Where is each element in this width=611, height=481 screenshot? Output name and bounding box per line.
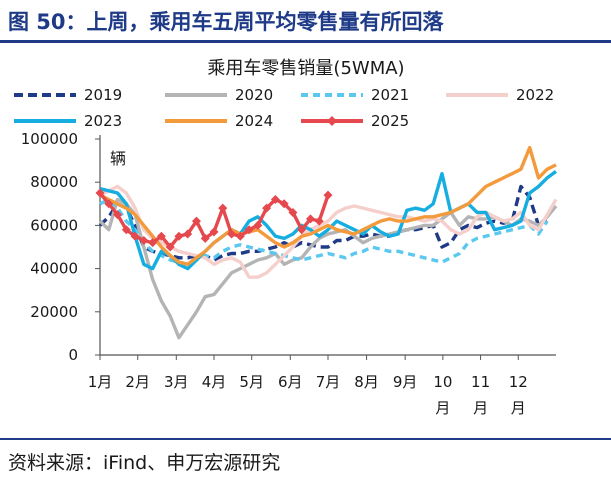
- figure-title: 图 50：上周，乘用车五周平均零售量有所回落: [8, 10, 444, 34]
- legend-label-2025: 2025: [371, 112, 409, 130]
- y-tick-label: 100000: [21, 130, 78, 148]
- chart-title: 乘用车零售销量(5WMA): [207, 58, 404, 79]
- series-point-2025: [165, 242, 175, 252]
- legend-label-2023: 2023: [84, 112, 122, 130]
- series-line-2019: [98, 184, 548, 262]
- y-tick-label: 60000: [30, 216, 78, 234]
- series-point-2025: [218, 203, 228, 213]
- series-line-2020: [98, 197, 558, 340]
- x-tick-label: 11 月: [471, 373, 490, 417]
- series-point-2025: [113, 210, 123, 220]
- legend-label-2020: 2020: [235, 86, 273, 104]
- legend-marker-2025: [327, 116, 337, 126]
- source-note: 资料来源：iFind、申万宏源研究: [8, 452, 281, 474]
- y-tick-label: 20000: [30, 303, 78, 321]
- x-tick-label: 2月: [125, 373, 150, 391]
- series-point-2025: [235, 231, 245, 241]
- legend-label-2022: 2022: [516, 86, 554, 104]
- x-tick-label: 3月: [164, 373, 189, 391]
- series-point-2025: [209, 227, 219, 237]
- series-point-2025: [95, 188, 105, 198]
- series-point-2025: [323, 190, 333, 200]
- series-point-2025: [200, 233, 210, 243]
- series-point-2025: [104, 199, 114, 209]
- series-point-2025: [156, 231, 166, 241]
- series-line-2024: [99, 145, 557, 267]
- series-point-2025: [297, 225, 307, 235]
- series-point-2025: [174, 231, 184, 241]
- series-point-2025: [244, 225, 254, 235]
- series-point-2025: [262, 203, 272, 213]
- series-point-2025: [314, 216, 324, 226]
- series-point-2025: [191, 216, 201, 226]
- series-point-2025: [279, 199, 289, 209]
- series-point-2025: [253, 220, 263, 230]
- y-tick-label: 40000: [30, 260, 78, 278]
- series-point-2025: [270, 194, 280, 204]
- source-rule: [0, 438, 611, 440]
- series-point-2025: [305, 214, 315, 224]
- x-tick-label: 4月: [202, 373, 227, 391]
- series-point-2025: [130, 231, 140, 241]
- x-tick-label: 12 月: [509, 373, 528, 417]
- y-tick-label: 80000: [30, 173, 78, 191]
- series-point-2025: [139, 236, 149, 246]
- chart-axes: 0 20000 40000 60000 80000 100000 1月 2月 3月 4月 5月 6月 7…: [21, 130, 556, 417]
- series-point-2025: [288, 207, 298, 217]
- y-tick-label: 0: [68, 346, 78, 364]
- legend-label-2019: 2019: [84, 86, 122, 104]
- series-point-2025: [121, 225, 131, 235]
- chart-series: [95, 145, 558, 340]
- x-tick-label: 1月: [88, 373, 113, 391]
- legend-label-2024: 2024: [235, 112, 273, 130]
- series-point-2025: [227, 229, 237, 239]
- x-tick-label: 9月: [393, 373, 418, 391]
- x-tick-label: 7月: [316, 373, 341, 391]
- series-point-2025: [183, 229, 193, 239]
- series-point-2025: [148, 238, 158, 248]
- title-rule: [0, 40, 611, 43]
- x-tick-label: 8月: [354, 373, 379, 391]
- series-line-2022: [99, 184, 558, 279]
- x-tick-label: 10 月: [433, 373, 452, 417]
- x-tick-label: 5月: [239, 373, 264, 391]
- legend-label-2021: 2021: [371, 86, 409, 104]
- unit-label: 辆: [110, 149, 126, 168]
- x-tick-label: 6月: [278, 373, 303, 391]
- chart-legend: 2019 2020 2021 2022 2023 2024 2025: [14, 86, 554, 130]
